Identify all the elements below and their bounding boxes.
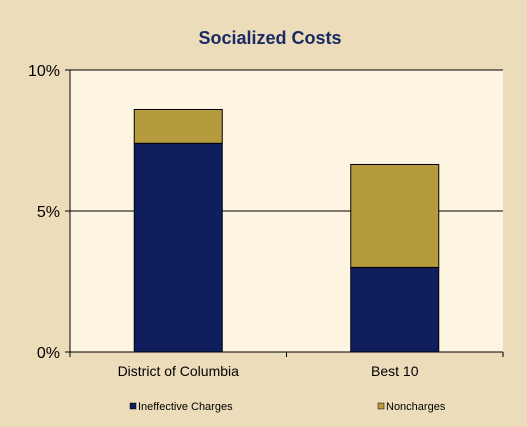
legend-swatch bbox=[129, 402, 137, 410]
y-tick-label: 10% bbox=[28, 63, 60, 80]
bar-ineffective-charges bbox=[133, 142, 223, 353]
bar-noncharges bbox=[133, 108, 223, 144]
y-tick-label: 0% bbox=[37, 345, 60, 362]
x-tick-label: District of Columbia bbox=[118, 363, 240, 379]
legend: Ineffective Charges Noncharges bbox=[129, 401, 446, 413]
chart-title: Socialized Costs bbox=[198, 28, 341, 48]
bar-noncharges bbox=[350, 163, 440, 268]
legend-swatch bbox=[377, 402, 385, 410]
x-tick-label: Best 10 bbox=[371, 363, 419, 379]
axes: 0% 5% 10% District of Columbia Best 10 bbox=[28, 63, 504, 379]
bar-ineffective-charges bbox=[350, 266, 440, 353]
legend-label: Noncharges bbox=[386, 401, 446, 413]
bars bbox=[133, 108, 440, 353]
y-tick-label: 5% bbox=[37, 204, 60, 221]
legend-label: Ineffective Charges bbox=[138, 401, 233, 413]
